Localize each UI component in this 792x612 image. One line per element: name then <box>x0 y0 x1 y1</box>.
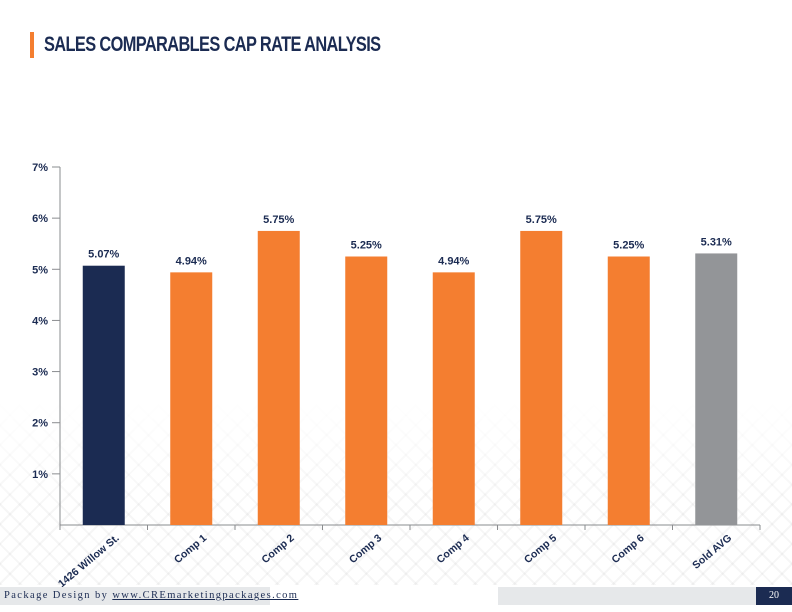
bar <box>520 230 563 525</box>
data-label: 5.25% <box>613 240 644 252</box>
data-label: 5.75% <box>526 214 557 226</box>
y-tick-label: 1% <box>32 469 48 481</box>
bar <box>170 272 213 525</box>
y-tick-label: 5% <box>32 264 48 276</box>
header: SALES COMPARABLES CAP RATE ANALYSIS <box>30 32 475 58</box>
x-tick-label: Comp 1 <box>172 532 209 566</box>
page-title: SALES COMPARABLES CAP RATE ANALYSIS <box>44 33 381 56</box>
y-tick-label: 7% <box>32 162 48 174</box>
data-label: 4.94% <box>438 255 469 267</box>
data-label: 4.94% <box>176 255 207 267</box>
footer-bar <box>498 587 756 605</box>
data-label: 5.25% <box>351 240 382 252</box>
data-label: 5.07% <box>88 249 119 261</box>
bar <box>695 253 738 525</box>
page-number: 20 <box>756 587 792 605</box>
x-tick-label: Comp 6 <box>609 532 646 566</box>
bar <box>432 272 475 525</box>
footer-credit: Package Design by www.CREmarketingpackag… <box>0 587 297 605</box>
bar <box>345 256 388 525</box>
y-tick-label: 3% <box>32 367 48 379</box>
x-tick-label: Comp 5 <box>522 532 559 566</box>
data-label: 5.31% <box>701 236 732 248</box>
x-tick-label: Comp 2 <box>259 532 296 566</box>
x-tick-label: Comp 4 <box>434 532 471 566</box>
bar <box>82 265 125 525</box>
title-accent-bar <box>30 32 34 58</box>
footer-credit-link[interactable]: www.CREmarketingpackages.com <box>112 590 299 601</box>
x-tick-label: Comp 3 <box>347 532 384 566</box>
y-tick-label: 4% <box>32 315 48 327</box>
data-label: 5.75% <box>263 214 294 226</box>
x-tick-label: Sold AVG <box>690 532 734 572</box>
x-tick-label: 1426 Willow St. <box>56 532 122 590</box>
bar <box>257 230 300 525</box>
y-tick-label: 6% <box>32 213 48 225</box>
y-tick-label: 2% <box>32 418 48 430</box>
background-pattern <box>0 400 792 585</box>
bar <box>607 256 650 525</box>
footer-credit-prefix: Package Design by <box>4 590 113 601</box>
